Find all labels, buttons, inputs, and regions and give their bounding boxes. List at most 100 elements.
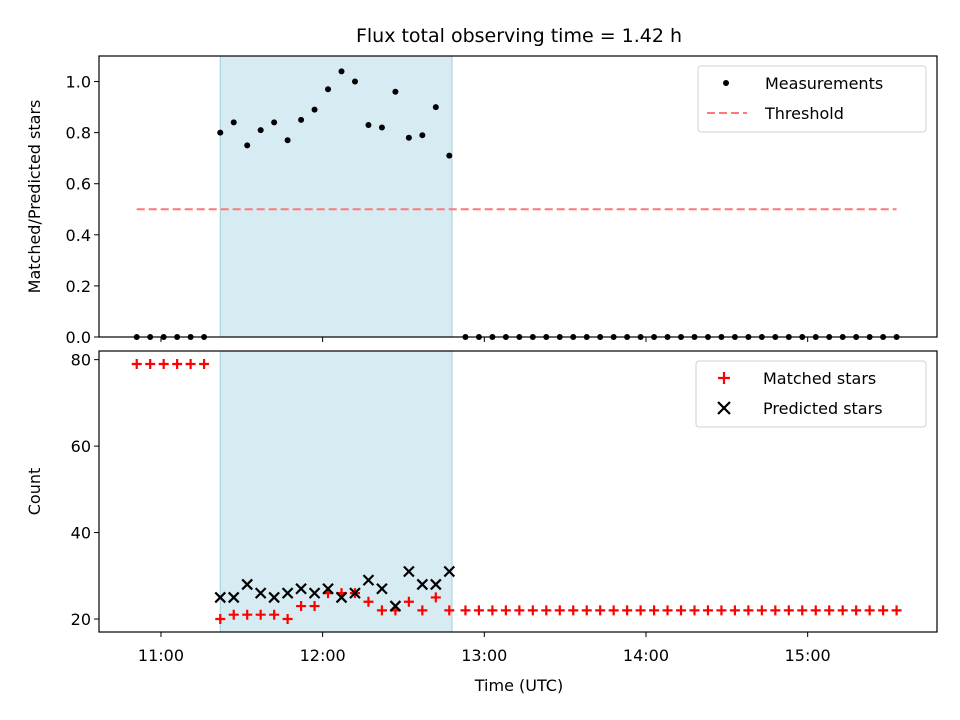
predicted-stars-point — [268, 591, 280, 604]
measurement-point — [284, 137, 291, 144]
legend-label: Measurements — [765, 74, 883, 93]
x-tick-label: 11:00 — [138, 646, 184, 665]
y-tick-label: 0.8 — [66, 124, 91, 143]
chart-title: Flux total observing time = 1.42 h — [356, 25, 682, 47]
matched-stars-point — [376, 605, 387, 616]
y-axis-label: Matched/Predicted stars — [25, 100, 44, 294]
x-tick-label: 15:00 — [785, 646, 831, 665]
predicted-stars-point — [322, 582, 334, 595]
matched-stars-point — [514, 605, 525, 616]
x-tick-label: 13:00 — [461, 646, 507, 665]
predicted-stars-point — [308, 587, 321, 599]
bottom-panel: 20 40 60 80 11:00 12:00 13:00 14:00 15:00 Count Ma… — [25, 350, 938, 665]
predicted-stars-point — [389, 600, 402, 612]
matched-stars-point — [255, 609, 266, 620]
matched-stars-point — [185, 358, 196, 369]
y-tick-label: 0.0 — [66, 328, 91, 347]
measurement-point — [405, 134, 412, 141]
matched-stars-point — [702, 605, 713, 616]
matched-stars-point — [797, 605, 808, 616]
measurement-point — [271, 119, 278, 126]
predicted-stars-point — [214, 591, 227, 604]
matched-stars-point — [309, 601, 320, 612]
measurement-point — [419, 132, 426, 139]
legend-predicted-swatch — [717, 401, 731, 415]
legend-label: Threshold — [764, 104, 844, 123]
y-axis-label: Count — [25, 468, 44, 516]
measurement-point — [230, 119, 237, 126]
predicted-stars-point — [376, 582, 388, 595]
matched-stars-point — [689, 605, 700, 616]
legend-label: Matched stars — [763, 369, 876, 388]
observing-interval-band — [220, 351, 452, 632]
matched-stars-point — [716, 605, 727, 616]
matched-stars-point — [215, 614, 226, 625]
observing-interval-band — [220, 56, 452, 337]
matched-stars-point — [649, 605, 660, 616]
y-tick-label: 20 — [71, 610, 91, 629]
x-tick-label: 14:00 — [623, 646, 669, 665]
matched-stars-point — [770, 605, 781, 616]
legend-label: Predicted stars — [763, 399, 883, 418]
matched-stars-point — [729, 605, 740, 616]
matched-stars-point — [662, 605, 673, 616]
matched-stars-point — [622, 605, 633, 616]
measurement-point — [217, 129, 224, 136]
matched-stars-point — [527, 605, 538, 616]
matched-stars-point — [363, 596, 374, 607]
predicted-stars-point — [349, 587, 361, 599]
matched-stars-point — [676, 605, 687, 616]
measurement-point — [338, 68, 345, 75]
matched-stars-point — [145, 358, 156, 369]
matched-stars-point — [554, 605, 565, 616]
x-axis-label: Time (UTC) — [474, 676, 563, 695]
legend-box — [697, 65, 927, 133]
matched-stars-point — [864, 605, 875, 616]
predicted-stars-point — [281, 587, 294, 599]
matched-stars-point — [242, 609, 253, 620]
matched-stars-point — [131, 358, 142, 369]
matched-stars-point — [158, 358, 169, 369]
measurement-point — [365, 121, 372, 128]
measurement-point — [432, 104, 439, 111]
matched-stars-point — [430, 592, 441, 603]
matched-stars-point — [487, 605, 498, 616]
predicted-stars-point — [254, 587, 267, 599]
measurement-point — [351, 78, 358, 85]
legend-matched-swatch — [718, 372, 730, 384]
y-tick-label: 80 — [71, 351, 91, 370]
measurement-point — [311, 106, 318, 113]
predicted-stars-point — [403, 565, 415, 578]
matched-stars-point — [810, 605, 821, 616]
matched-stars-point — [417, 605, 428, 616]
matched-stars-point — [595, 605, 606, 616]
matched-stars-point — [199, 358, 210, 369]
matched-stars-point — [824, 605, 835, 616]
matched-stars-point — [783, 605, 794, 616]
matched-stars-point — [568, 605, 579, 616]
measurement-point — [446, 152, 453, 159]
matched-stars-point — [891, 605, 902, 616]
matched-stars-point — [282, 614, 293, 625]
predicted-stars-point — [295, 582, 307, 595]
y-tick-label: 0.4 — [66, 226, 91, 245]
predicted-stars-point — [241, 578, 253, 591]
y-tick-label: 40 — [71, 524, 91, 543]
y-tick-label: 0.2 — [66, 277, 91, 296]
matched-stars-point — [756, 605, 767, 616]
predicted-stars-point — [362, 574, 375, 586]
legend-box — [695, 360, 927, 428]
legend-measurements-swatch — [723, 80, 729, 86]
measurement-point — [325, 86, 332, 93]
predicted-stars-point — [227, 591, 240, 604]
measurement-point — [244, 142, 251, 149]
matched-stars-point — [403, 596, 414, 607]
matched-stars-point — [296, 601, 307, 612]
matched-stars-point — [460, 605, 471, 616]
matched-stars-point — [541, 605, 552, 616]
y-tick-label: 0.6 — [66, 175, 91, 194]
matched-stars-point — [743, 605, 754, 616]
predicted-stars-point — [443, 565, 456, 578]
top-panel: 0.0 0.2 0.4 0.6 0.8 1.0 Matched/Predicted star… — [25, 55, 938, 347]
measurement-point — [298, 116, 305, 123]
